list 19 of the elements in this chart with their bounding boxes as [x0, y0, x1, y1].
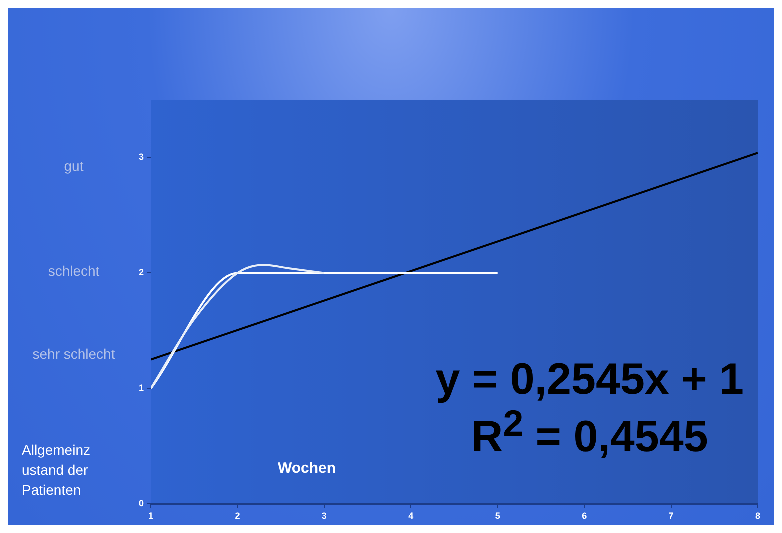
- x-axis-title: Wochen: [278, 460, 336, 477]
- x-tick-label: 1: [148, 511, 154, 522]
- x-tick-label: 4: [408, 511, 414, 522]
- x-tick-label: 3: [322, 511, 327, 522]
- y-tick-label: 2: [138, 268, 144, 278]
- y-tick-label: 0: [138, 498, 144, 509]
- annotation: y = 0,2545x + 1: [436, 355, 744, 404]
- text: schlecht: [47, 263, 101, 279]
- text: gut: [63, 158, 85, 174]
- x-tick-label: 6: [582, 511, 588, 522]
- annotation: R$^{2}$ = 0,4545: [471, 403, 708, 462]
- x-tick-label: 8: [755, 511, 761, 522]
- text: sehr schlecht: [32, 346, 116, 362]
- x-tick-label: 5: [495, 511, 500, 522]
- y-tick-label: 1: [138, 383, 144, 394]
- y-tick-label: 3: [138, 152, 144, 162]
- x-tick-label: 2: [235, 511, 240, 522]
- y-axis-title: Allgemeinzustand der Patienten: [22, 441, 92, 500]
- x-tick-label: 7: [668, 511, 674, 522]
